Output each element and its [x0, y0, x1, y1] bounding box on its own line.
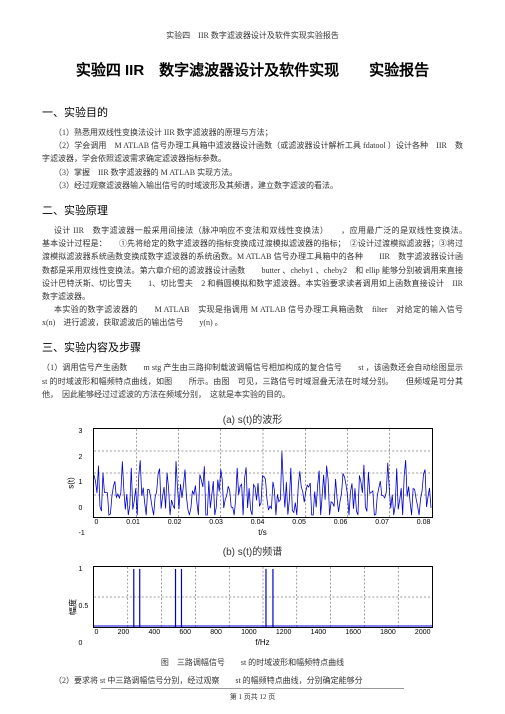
sec2-p2: 本实验的数字滤波器的 M ATLAB 实现是指调用 M ATLAB 信号办理工具… [42, 303, 463, 329]
page-footer: 第 1 页共 12 页 [0, 688, 505, 702]
chart-a-xlabel: t/s [93, 528, 433, 537]
chart-b-ylabel: 幅度 [67, 599, 78, 615]
chart-b-title: (b) s(t)的频谱 [73, 543, 433, 558]
chart-container: (a) s(t)的波形 3210-1 s(t) [73, 411, 433, 647]
sec3-p1: （1）调用信号产生函数 m stg 产生由三路抑制载波调幅信号相加构成的复合信号… [42, 361, 463, 401]
chart-a-title: (a) s(t)的波形 [73, 411, 433, 426]
chart-b-plot [93, 566, 433, 628]
document-title: 实验四 IIR 数字滤波器设计及软件实现 实验报告 [42, 59, 463, 80]
page-header: 实验四 IIR 数字滤波器设计及软件实现实验报告 [42, 30, 463, 41]
chart-b-xlabel: f/Hz [93, 638, 433, 647]
chart-a-yticks: 3210-1 [79, 428, 85, 537]
chart-a-xticks: 00.010.020.030.040.050.060.070.08 [93, 519, 433, 526]
section-3-heading: 三、实验内容及步骤 [42, 339, 463, 355]
chart-a-ylabel: s(t) [66, 477, 75, 489]
section-2-heading: 二、实验原理 [42, 202, 463, 218]
sec1-p4: （3）经过观察滤波器输入输出信号的时域波形及其频谱，建立数字滤波的看法。 [42, 179, 463, 192]
sec1-p3: （3）掌握 IIR 数字滤波器的 M ATLAB 实现方法。 [42, 166, 463, 179]
chart-a-plot [93, 428, 433, 518]
sec1-p1: （1）熟悉用双线性变换法设计 IIR 数字滤波器的原理与方法； [42, 126, 463, 139]
chart-b-xticks: 0200400600800100012001400160018002000 [93, 629, 433, 636]
sec2-p1: 设计 IIR 数字滤波器一般采用间接法（脉冲响应不变法和双线性变换法） ，应用最… [42, 224, 463, 303]
figure-caption: 图 三路调幅信号 st 的时域波形和幅频特点曲线 [42, 657, 463, 668]
section-1-heading: 一、实验目的 [42, 104, 463, 120]
chart-b-yticks: 10.50 [79, 566, 89, 647]
sec3-p2: （2）要求将 st 中三路调幅信号分别，经过观察 st 的幅频特点曲线，分别确定… [42, 674, 463, 687]
sec1-p2: （2）学会调用 M ATLAB 信号办理工具箱中滤波器设计函数（或滤波器设计解析… [42, 139, 463, 165]
